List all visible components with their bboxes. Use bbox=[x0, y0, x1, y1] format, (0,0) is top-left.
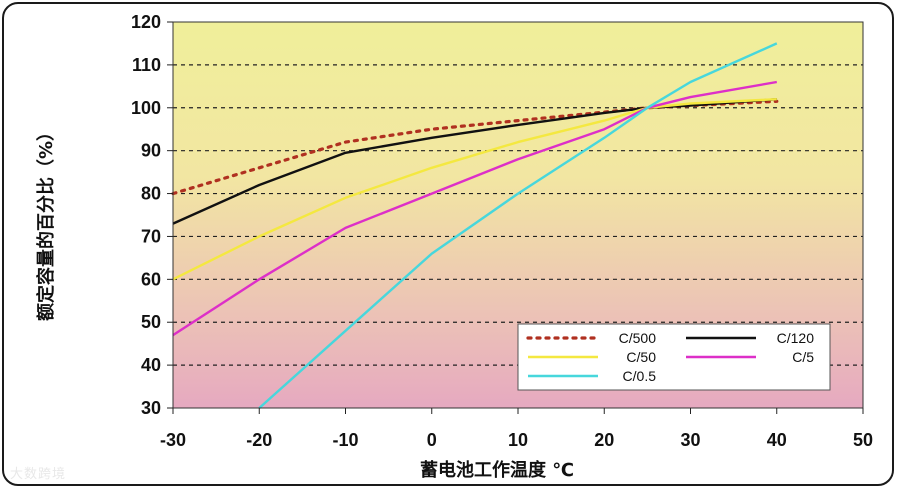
legend-label: C/50 bbox=[626, 349, 656, 365]
y-tick-label: 30 bbox=[141, 398, 161, 418]
x-tick-label: 50 bbox=[853, 430, 873, 450]
legend-label: C/0.5 bbox=[623, 368, 657, 384]
legend-label: C/500 bbox=[619, 330, 657, 346]
x-tick-label: 10 bbox=[508, 430, 528, 450]
grid-lines bbox=[173, 64, 863, 366]
y-tick-label: 80 bbox=[141, 184, 161, 204]
axis-ticks: 30 40 50 60 70 80 90 100 110 120 -30 -20 -10 0 10 20 30 4… bbox=[131, 12, 873, 450]
series-line-c-0-5 bbox=[258, 42, 778, 409]
x-tick-label: -30 bbox=[160, 430, 186, 450]
series-line-c-120 bbox=[172, 98, 777, 225]
watermark: 大数跨境 bbox=[10, 466, 67, 481]
x-tick-label: -10 bbox=[332, 430, 358, 450]
y-tick-label: 70 bbox=[141, 226, 161, 246]
legend-label: C/5 bbox=[792, 349, 814, 365]
y-tick-label: 40 bbox=[141, 355, 161, 375]
x-axis-title: 蓄电池工作温度 ℃ bbox=[420, 459, 574, 481]
x-tick-label: 0 bbox=[427, 430, 437, 450]
y-tick-label: 50 bbox=[141, 312, 161, 332]
x-tick-label: 20 bbox=[594, 430, 614, 450]
series-lines bbox=[171, 42, 779, 409]
y-tick-label: 100 bbox=[131, 98, 161, 118]
y-axis-title: 额定容量的百分比（%） bbox=[35, 123, 57, 321]
legend-label: C/120 bbox=[777, 330, 815, 346]
y-tick-label: 120 bbox=[131, 12, 161, 32]
y-tick-label: 60 bbox=[141, 269, 161, 289]
x-tick-label: 30 bbox=[680, 430, 700, 450]
x-tick-label: 40 bbox=[767, 430, 787, 450]
x-tick-label: -20 bbox=[246, 430, 272, 450]
legend: C/500 C/120 C/50 C/5 C/0.5 bbox=[517, 323, 831, 391]
y-tick-label: 110 bbox=[132, 55, 161, 75]
y-tick-label: 90 bbox=[141, 141, 161, 161]
series-line-c-50 bbox=[172, 98, 777, 281]
series-line-c-5 bbox=[172, 80, 778, 337]
